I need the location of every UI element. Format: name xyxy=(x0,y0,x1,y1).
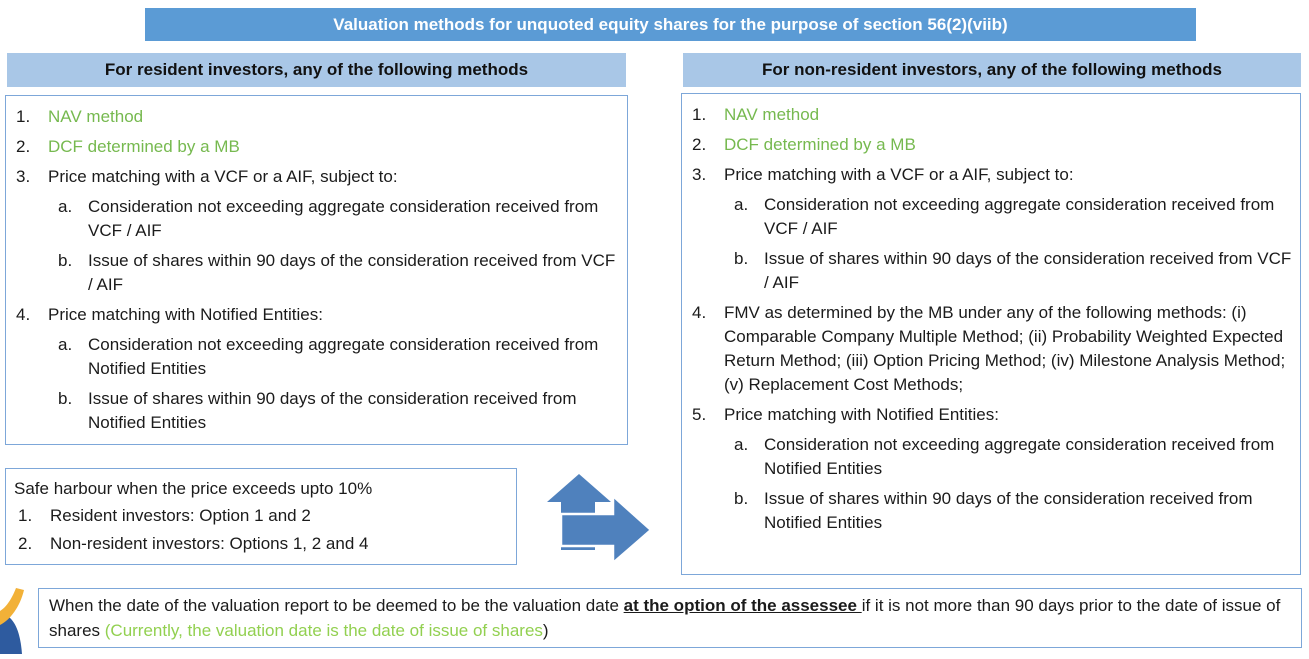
list-item: 4. FMV as determined by the MB under any … xyxy=(692,301,1294,397)
item-text: Resident investors: Option 1 and 2 xyxy=(50,506,311,525)
item-number: b. xyxy=(58,251,73,270)
list-item: 5. Price matching with Notified Entities: xyxy=(692,403,1294,427)
list-item: 3. Price matching with a VCF or a AIF, su… xyxy=(16,165,621,189)
item-number: 5. xyxy=(692,405,707,424)
list-item: 2. DCF determined by a MB xyxy=(692,133,1294,157)
valuation-date-note: When the date of the valuation report to… xyxy=(38,588,1302,648)
up-right-merged-arrow-icon xyxy=(537,470,655,568)
item-number: 3. xyxy=(16,167,31,186)
item-number: 2. xyxy=(16,137,31,156)
item-number: 4. xyxy=(16,305,31,324)
item-text: Consideration not exceeding aggregate co… xyxy=(88,197,599,240)
sub-list-item: b. Issue of shares within 90 days of the … xyxy=(734,487,1294,535)
item-number: b. xyxy=(734,489,749,508)
list-item: 1. NAV method xyxy=(692,103,1294,127)
item-text: DCF determined by a MB xyxy=(48,137,240,156)
non-resident-methods-list: 1. NAV method 2. DCF determined by a MB 3. Pr… xyxy=(692,103,1294,535)
resident-methods-box: 1. NAV method 2. DCF determined by a MB 3. Pr… xyxy=(5,95,628,445)
sub-list-item: b. Issue of shares within 90 days of the … xyxy=(58,387,621,435)
item-text: Non-resident investors: Options 1, 2 and… xyxy=(50,534,369,553)
page-title: Valuation methods for unquoted equity sh… xyxy=(145,8,1196,41)
item-number: 1. xyxy=(692,105,707,124)
item-text: Issue of shares within 90 days of the co… xyxy=(764,489,1253,532)
item-number: 4. xyxy=(692,303,707,322)
list-item: 4. Price matching with Notified Entities: xyxy=(16,303,621,327)
item-number: 3. xyxy=(692,165,707,184)
item-text: Issue of shares within 90 days of the co… xyxy=(88,389,577,432)
item-text: Price matching with Notified Entities: xyxy=(724,405,999,424)
item-text: NAV method xyxy=(48,107,144,126)
safe-harbour-title: Safe harbour when the price exceeds upto… xyxy=(14,479,373,498)
item-number: 1. xyxy=(18,506,33,525)
list-item: 3. Price matching with a VCF or a AIF, su… xyxy=(692,163,1294,187)
item-number: a. xyxy=(58,335,73,354)
sub-list-item: a. Consideration not exceeding aggregate … xyxy=(734,433,1294,481)
corner-logo-swoosh-icon xyxy=(0,583,30,654)
item-number: b. xyxy=(734,249,749,268)
sub-list-item: b. Issue of shares within 90 days of the … xyxy=(734,247,1294,295)
item-number: a. xyxy=(734,195,749,214)
list-item: 2. Non-resident investors: Options 1, 2 a… xyxy=(14,532,508,556)
item-number: 2. xyxy=(18,534,33,553)
item-number: 1. xyxy=(16,107,31,126)
item-number: b. xyxy=(58,389,73,408)
resident-column-header: For resident investors, any of the follo… xyxy=(7,53,626,87)
footnote-text: When the date of the valuation report to… xyxy=(49,596,1280,640)
sub-list-item: a. Consideration not exceeding aggregate … xyxy=(58,333,621,381)
non-resident-column-header: For non-resident investors, any of the f… xyxy=(683,53,1301,87)
item-text: Consideration not exceeding aggregate co… xyxy=(764,435,1275,478)
sub-list-item: a. Consideration not exceeding aggregate … xyxy=(58,195,621,243)
list-item: 1. NAV method xyxy=(16,105,621,129)
footnote-segment: (Currently, the valuation date is the da… xyxy=(104,621,543,640)
item-text: Price matching with Notified Entities: xyxy=(48,305,323,324)
footnote-segment: When the date of the valuation report to… xyxy=(49,596,624,615)
safe-harbour-list: 1. Resident investors: Option 1 and 2 2. No… xyxy=(14,504,508,556)
item-text: DCF determined by a MB xyxy=(724,135,916,154)
list-item: 2. DCF determined by a MB xyxy=(16,135,621,159)
item-number: 2. xyxy=(692,135,707,154)
item-text: Consideration not exceeding aggregate co… xyxy=(88,335,599,378)
item-text: Price matching with a VCF or a AIF, subj… xyxy=(48,167,398,186)
item-text: Issue of shares within 90 days of the co… xyxy=(764,249,1292,292)
resident-methods-list: 1. NAV method 2. DCF determined by a MB 3. Pr… xyxy=(16,105,621,435)
sub-list-item: b. Issue of shares within 90 days of the … xyxy=(58,249,621,297)
item-text: Consideration not exceeding aggregate co… xyxy=(764,195,1275,238)
footnote-segment: ) xyxy=(542,621,549,640)
item-text: Issue of shares within 90 days of the co… xyxy=(88,251,616,294)
safe-harbour-box: Safe harbour when the price exceeds upto… xyxy=(5,468,517,565)
item-text: Price matching with a VCF or a AIF, subj… xyxy=(724,165,1074,184)
list-item: 1. Resident investors: Option 1 and 2 xyxy=(14,504,508,528)
footnote-segment: if it is not more than 90 days prior to … xyxy=(49,596,1281,640)
item-number: a. xyxy=(58,197,73,216)
item-number: a. xyxy=(734,435,749,454)
footnote-segment: at the option of the assessee xyxy=(623,596,862,615)
item-text: NAV method xyxy=(724,105,820,124)
sub-list-item: a. Consideration not exceeding aggregate … xyxy=(734,193,1294,241)
item-text: FMV as determined by the MB under any of… xyxy=(724,303,1286,394)
non-resident-methods-box: 1. NAV method 2. DCF determined by a MB 3. Pr… xyxy=(681,93,1301,575)
